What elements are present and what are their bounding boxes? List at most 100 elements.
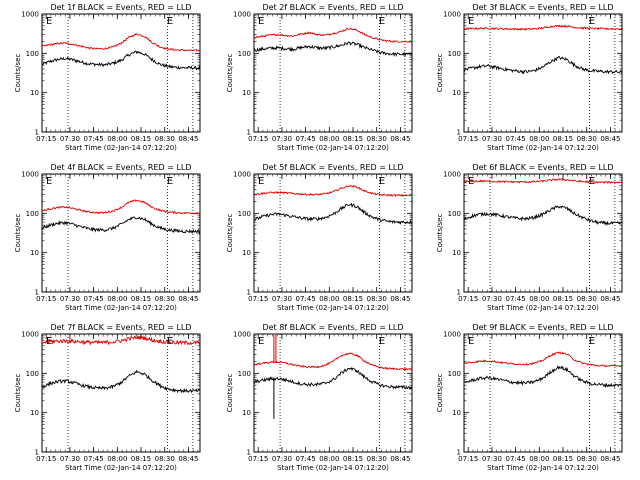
y-tick-label: 1 <box>247 449 251 457</box>
flag-left: E <box>468 336 474 347</box>
series-events-line <box>253 41 413 58</box>
y-tick-label: 10 <box>242 89 251 97</box>
x-tick-label: 08:45 <box>390 135 410 143</box>
panel-det4: Det 4f BLACK = Events, RED = LLD 1 10 100 10… <box>14 163 201 312</box>
plot-frame <box>463 173 623 293</box>
flag-right: E <box>379 176 385 187</box>
flag-right: E <box>589 16 595 27</box>
x-axis-label: Start Time (02-Jan-14 07:12:20) <box>65 304 177 312</box>
flag-left: E <box>258 336 264 347</box>
x-tick-label: 08:15 <box>131 295 151 303</box>
y-tick-label: 100 <box>26 210 39 218</box>
y-axis-label: Counts/sec <box>226 374 234 413</box>
y-tick-label: 1 <box>457 129 461 137</box>
x-tick-label: 08:30 <box>367 135 387 143</box>
panel-det1: Det 1f BLACK = Events, RED = LLD 1 10 100 10… <box>14 3 201 152</box>
y-axis-label: Counts/sec <box>14 374 22 413</box>
series-lld-line <box>253 184 413 198</box>
plot-frame <box>253 173 413 293</box>
panel-det7: Det 7f BLACK = Events, RED = LLD 1 10 100 10… <box>14 323 201 472</box>
flag-left: E <box>46 176 52 187</box>
x-tick-label: 08:00 <box>107 455 127 463</box>
y-tick-label: 100 <box>448 370 461 378</box>
x-tick-label: 07:15 <box>36 455 56 463</box>
flag-left: E <box>46 16 52 27</box>
x-tick-label: 08:30 <box>367 295 387 303</box>
x-tick-label: 07:15 <box>248 455 268 463</box>
panel-det6: Det 6f BLACK = Events, RED = LLD 1 10 100 10… <box>436 163 623 312</box>
series-lld-line <box>253 27 413 43</box>
x-tick-label: 08:00 <box>319 295 339 303</box>
x-tick-label: 08:00 <box>107 135 127 143</box>
x-tick-label: 08:30 <box>155 135 175 143</box>
x-tick-label: 07:45 <box>296 135 316 143</box>
plot-frame <box>41 13 201 133</box>
y-tick-label: 1 <box>35 449 39 457</box>
panel-det5: Det 5f BLACK = Events, RED = LLD 1 10 100 10… <box>226 163 413 312</box>
panel-title: Det 3f BLACK = Events, RED = LLD <box>472 3 613 12</box>
x-axis-label: Start Time (02-Jan-14 07:12:20) <box>487 304 599 312</box>
y-tick-label: 1 <box>457 449 461 457</box>
panel-title: Det 2f BLACK = Events, RED = LLD <box>262 3 403 12</box>
series-events-line <box>41 50 201 71</box>
x-tick-label: 07:45 <box>506 295 526 303</box>
x-tick-label: 07:30 <box>60 135 80 143</box>
y-tick-label: 100 <box>448 210 461 218</box>
y-axis-label: Counts/sec <box>14 214 22 253</box>
series-events-line <box>41 216 201 235</box>
y-axis-label: Counts/sec <box>436 54 444 93</box>
y-tick-label: 1000 <box>233 11 251 19</box>
x-tick-label: 08:15 <box>343 135 363 143</box>
flag-left: E <box>468 16 474 27</box>
x-tick-label: 08:45 <box>600 135 620 143</box>
y-tick-label: 100 <box>26 370 39 378</box>
panel-det9: Det 9f BLACK = Events, RED = LLD 1 10 100 10… <box>436 323 623 472</box>
plot-frame <box>463 333 623 453</box>
x-tick-label: 08:30 <box>577 295 597 303</box>
x-tick-label: 08:45 <box>390 455 410 463</box>
x-tick-label: 07:30 <box>272 135 292 143</box>
plot-frame <box>463 13 623 133</box>
flag-left: E <box>258 16 264 27</box>
y-axis-label: Counts/sec <box>226 54 234 93</box>
series-events-line <box>253 367 413 390</box>
series-lld-line <box>41 33 200 53</box>
x-tick-label: 07:15 <box>36 135 56 143</box>
plot-frame <box>41 173 201 293</box>
y-tick-label: 10 <box>452 409 461 417</box>
series-lld-line <box>463 24 623 31</box>
flag-right: E <box>167 16 173 27</box>
flag-right: E <box>589 336 595 347</box>
x-tick-label: 07:30 <box>60 455 80 463</box>
y-tick-label: 1 <box>457 289 461 297</box>
x-tick-label: 08:45 <box>600 455 620 463</box>
x-tick-label: 07:45 <box>506 135 526 143</box>
y-axis-label: Counts/sec <box>436 214 444 253</box>
y-tick-label: 1000 <box>233 171 251 179</box>
y-tick-label: 10 <box>242 249 251 257</box>
x-tick-label: 08:15 <box>553 135 573 143</box>
x-axis-label: Start Time (02-Jan-14 07:12:20) <box>277 464 389 472</box>
y-tick-label: 1 <box>247 129 251 137</box>
y-axis-label: Counts/sec <box>14 54 22 93</box>
series-lld-line <box>41 199 201 215</box>
y-tick-label: 100 <box>238 50 251 58</box>
y-tick-label: 100 <box>238 370 251 378</box>
flag-left: E <box>258 176 264 187</box>
flag-right: E <box>379 16 385 27</box>
x-tick-label: 08:45 <box>600 295 620 303</box>
x-tick-label: 08:45 <box>178 455 198 463</box>
x-tick-label: 07:30 <box>482 135 502 143</box>
x-tick-label: 08:15 <box>343 295 363 303</box>
y-tick-label: 10 <box>30 409 39 417</box>
y-tick-label: 1 <box>35 289 39 297</box>
x-tick-label: 07:45 <box>296 455 316 463</box>
x-axis-label: Start Time (02-Jan-14 07:12:20) <box>487 144 599 152</box>
x-tick-label: 08:45 <box>178 135 198 143</box>
x-tick-label: 07:45 <box>84 135 104 143</box>
x-tick-label: 07:30 <box>482 295 502 303</box>
x-tick-label: 07:30 <box>482 455 502 463</box>
x-tick-label: 07:45 <box>84 295 104 303</box>
x-axis-label: Start Time (02-Jan-14 07:12:20) <box>65 144 177 152</box>
